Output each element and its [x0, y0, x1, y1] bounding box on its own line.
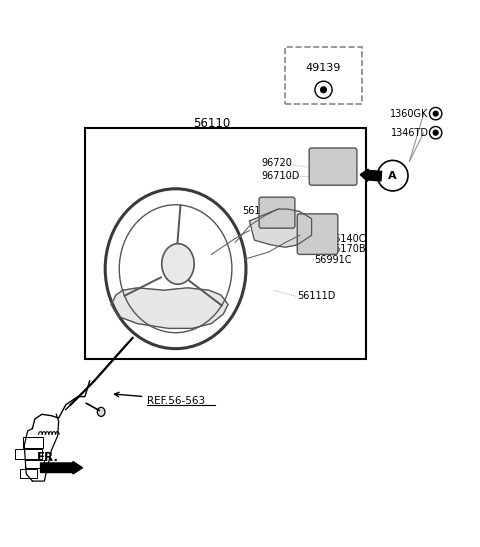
Bar	[15, 449, 42, 459]
Text: 56111D: 56111D	[297, 292, 336, 301]
Bar	[85, 128, 366, 359]
Text: 96720: 96720	[262, 158, 292, 168]
Text: 56991C: 56991C	[314, 255, 351, 265]
Bar	[285, 47, 362, 104]
Bar	[25, 459, 44, 468]
Text: 49139: 49139	[306, 63, 341, 73]
Polygon shape	[250, 209, 312, 247]
Polygon shape	[111, 288, 228, 328]
Circle shape	[321, 87, 326, 92]
Text: A: A	[388, 171, 397, 181]
FancyBboxPatch shape	[297, 214, 338, 254]
Text: FR.: FR.	[37, 451, 59, 464]
FancyBboxPatch shape	[259, 197, 295, 228]
Text: 56110: 56110	[193, 117, 230, 130]
Bar	[20, 469, 36, 478]
Text: 1360GK: 1360GK	[390, 109, 429, 119]
Text: 56170B: 56170B	[328, 243, 366, 254]
Text: 1346TD: 1346TD	[391, 127, 429, 138]
FancyBboxPatch shape	[309, 148, 357, 185]
Circle shape	[433, 130, 438, 135]
FancyArrow shape	[360, 169, 382, 182]
Text: 56182: 56182	[242, 206, 273, 216]
Text: REF.56-563: REF.56-563	[147, 397, 205, 406]
Text: 96710D: 96710D	[262, 171, 300, 181]
Circle shape	[433, 111, 438, 116]
Circle shape	[377, 160, 408, 191]
Ellipse shape	[162, 243, 194, 284]
Ellipse shape	[97, 408, 105, 416]
Bar	[23, 437, 43, 448]
Text: 56140C: 56140C	[328, 234, 366, 244]
FancyArrow shape	[40, 462, 83, 474]
